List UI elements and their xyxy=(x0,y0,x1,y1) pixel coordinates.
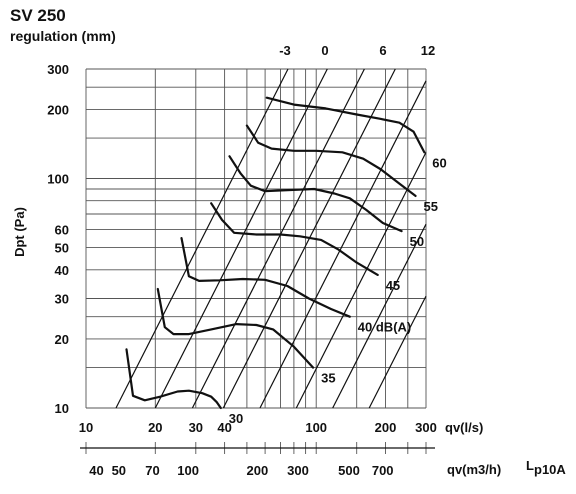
regulation-line xyxy=(332,223,427,409)
y-tick-label: 20 xyxy=(55,332,69,347)
sound-curve-label: 45 xyxy=(386,278,400,293)
sound-curve-label: 40 dB(A) xyxy=(358,320,411,335)
x-tick-label-ls: 200 xyxy=(375,420,397,435)
regulation-label: 6 xyxy=(379,43,386,58)
regulation-line xyxy=(191,68,365,409)
sound-curve xyxy=(228,155,403,233)
regulation-line xyxy=(259,80,427,409)
sound-curve-label: 50 xyxy=(410,234,424,249)
x-tick-label-m3h: 500 xyxy=(338,463,360,478)
sound-curve xyxy=(180,237,351,318)
x-tick-label-m3h: 70 xyxy=(145,463,159,478)
y-tick-label: 60 xyxy=(55,222,69,237)
x-tick-label-ls: 40 xyxy=(217,420,231,435)
x-tick-label-ls: 100 xyxy=(305,420,327,435)
sound-curve xyxy=(125,348,222,410)
y-tick-label: 50 xyxy=(55,241,69,256)
regulation-label: 12 xyxy=(421,43,435,58)
grid xyxy=(85,68,427,454)
sound-curve xyxy=(210,202,379,276)
x-tick-label-ls: 10 xyxy=(79,420,93,435)
x-tick-label-m3h: 100 xyxy=(177,463,199,478)
y-tick-label: 40 xyxy=(55,263,69,278)
y-axis-label: Dpt (Pa) xyxy=(12,207,27,257)
y-tick-label: 300 xyxy=(47,62,69,77)
lp10a-label-sub: p10A xyxy=(534,462,566,477)
lp10a-label-main: L xyxy=(526,458,534,473)
x-tick-label-ls: 300 xyxy=(415,420,437,435)
regulation-line xyxy=(154,68,328,409)
lp10a-label: L p10A xyxy=(526,458,566,477)
x-tick-label-m3h: 200 xyxy=(247,463,269,478)
y-tick-label: 200 xyxy=(47,102,69,117)
regulation-label: -3 xyxy=(279,43,291,58)
regulation-label: 0 xyxy=(321,43,328,58)
sound-curve xyxy=(156,287,315,369)
regulation-lines xyxy=(115,68,427,409)
y-tick-label: 100 xyxy=(47,172,69,187)
x-axis-1-label: qv(l/s) xyxy=(445,420,483,435)
x-tick-label-m3h: 300 xyxy=(287,463,309,478)
x-tick-label-ls: 20 xyxy=(148,420,162,435)
y-tick-label: 10 xyxy=(55,401,69,416)
sound-curve xyxy=(265,96,426,154)
sound-curve-label: 60 xyxy=(432,155,446,170)
y-tick-label: 30 xyxy=(55,292,69,307)
x-axis-2-label: qv(m3/h) xyxy=(447,462,501,477)
regulation-line xyxy=(295,152,427,409)
regulation-line xyxy=(368,295,427,409)
sound-level-curves xyxy=(125,96,426,410)
regulation-line xyxy=(115,68,289,409)
sound-curve xyxy=(245,124,417,197)
x-tick-label-m3h: 40 xyxy=(89,463,103,478)
sound-curve-label: 55 xyxy=(424,199,438,214)
sound-curve-label: 30 xyxy=(229,411,243,426)
x-tick-label-m3h: 50 xyxy=(112,463,126,478)
sound-curve-label: 35 xyxy=(321,371,335,386)
chart-title: SV 250 xyxy=(10,6,66,25)
chart-subtitle: regulation (mm) xyxy=(10,28,116,44)
x-tick-label-m3h: 700 xyxy=(372,463,394,478)
x-tick-label-ls: 30 xyxy=(189,420,203,435)
